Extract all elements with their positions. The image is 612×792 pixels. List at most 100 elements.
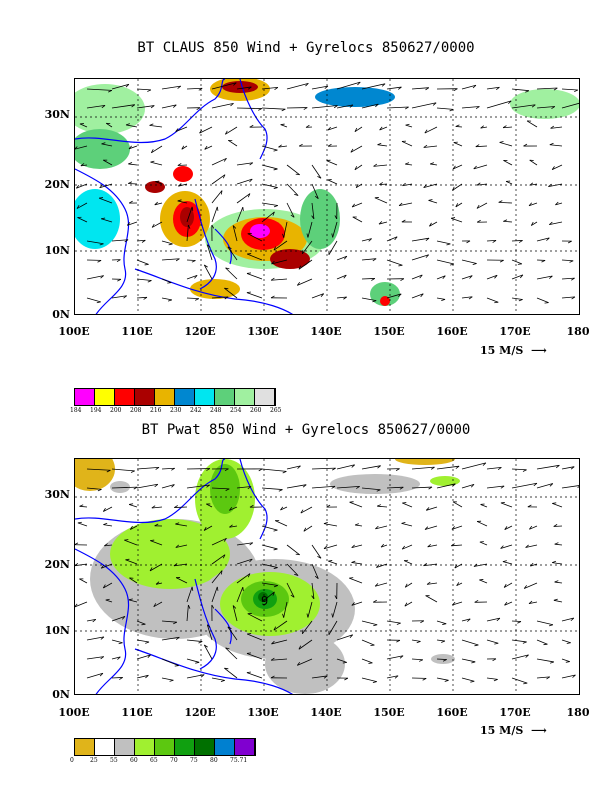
wind-arrow: [423, 145, 438, 148]
wind-arrow-head: [187, 604, 191, 609]
wind-arrow: [136, 296, 148, 299]
wind-arrow-head: [500, 485, 505, 489]
wind-arrow-head: [298, 265, 302, 270]
wind-arrow-head: [428, 199, 433, 201]
wind-arrow-head: [128, 145, 132, 150]
wind-arrow: [186, 297, 199, 300]
wind-arrow: [298, 639, 313, 650]
wind-arrow-head: [323, 545, 328, 549]
wind-arrow-head: [451, 543, 455, 547]
top-map-title: BT CLAUS 850 Wind + Gyrelocs 850627/0000: [137, 40, 475, 56]
wind-arrow-head: [273, 205, 278, 208]
wind-arrow: [236, 178, 253, 185]
wind-arrow-head: [442, 275, 446, 280]
wind-arrow: [552, 562, 563, 565]
wind-arrow-head: [377, 504, 382, 507]
wind-arrow-head: [229, 507, 233, 511]
wind-arrow: [327, 126, 338, 131]
wind-arrow-head: [446, 243, 451, 246]
legend-value: 80: [210, 757, 218, 764]
legend-swatch: [235, 389, 255, 405]
wind-arrow-head: [324, 85, 329, 89]
wind-arrow-head: [546, 676, 551, 680]
wind-arrow-head: [473, 165, 477, 170]
wind-arrow-head: [149, 567, 153, 572]
wind-arrow-head: [525, 544, 529, 548]
wind-arrow: [405, 124, 413, 128]
bottom-lon-label-130e: 130E: [247, 706, 279, 719]
wind-arrow-head: [541, 260, 546, 263]
wind-arrow: [486, 297, 499, 303]
legend-swatch: [155, 739, 175, 755]
legend-swatch: [195, 739, 215, 755]
wind-arrow: [161, 620, 177, 623]
wind-arrow: [561, 296, 575, 299]
wind-arrow-head: [357, 81, 361, 86]
wind-arrow: [211, 174, 226, 185]
wind-arrow: [386, 675, 399, 679]
wind-arrow-head: [528, 600, 533, 604]
wind-arrow-head: [430, 466, 435, 470]
wind-arrow-head: [191, 586, 194, 591]
wind-arrow-head: [273, 585, 278, 588]
wind-arrow: [479, 541, 488, 546]
wind-arrow-head: [368, 662, 373, 664]
gyre-location-marker: 9: [261, 594, 268, 608]
wind-arrow: [136, 639, 150, 643]
bottom-lon-label-150e: 150E: [373, 706, 405, 719]
wind-arrow-head: [155, 180, 160, 183]
wind-arrow: [127, 221, 138, 226]
wind-arrow-head: [273, 626, 277, 631]
wind-arrow: [436, 259, 455, 265]
wind-arrow: [411, 486, 433, 489]
wind-arrow: [136, 620, 146, 625]
wind-arrow-head: [187, 224, 191, 229]
wind-arrow-head: [154, 201, 158, 206]
wind-arrow-head: [375, 525, 379, 530]
wind-arrow: [455, 202, 463, 208]
wind-arrow: [511, 468, 527, 471]
wind-arrow: [327, 179, 338, 185]
wind-arrow: [111, 295, 127, 299]
scale-arrow-icon: ⟶: [527, 724, 547, 737]
wind-arrow-head: [246, 671, 251, 674]
wind-arrow: [561, 88, 578, 91]
top-grid: [75, 79, 579, 314]
wind-arrow: [261, 525, 278, 531]
wind-arrow: [286, 582, 295, 598]
wind-arrow: [411, 102, 437, 109]
wind-arrow-head: [424, 129, 428, 134]
wind-arrow: [503, 220, 513, 223]
legend-value: 265: [270, 407, 282, 414]
wind-arrow-head: [173, 621, 178, 625]
wind-arrow: [386, 106, 409, 109]
wind-arrow: [436, 658, 447, 660]
wind-arrow: [486, 274, 498, 280]
wind-arrow-head: [455, 124, 460, 127]
wind-arrow: [236, 573, 251, 584]
wind-arrow-head: [323, 675, 328, 679]
wind-arrow-head: [527, 504, 532, 508]
wind-arrow-head: [258, 108, 263, 111]
wind-arrow: [161, 240, 173, 245]
top-lat-label-30n: 30N: [44, 108, 70, 121]
wind-arrow-head: [108, 90, 113, 93]
wind-arrow-head: [328, 560, 333, 562]
wind-arrow: [261, 468, 287, 472]
wind-arrow-head: [282, 613, 285, 618]
wind-arrow-head: [247, 193, 251, 198]
wind-arrow-head: [377, 142, 382, 146]
wind-arrow: [227, 246, 238, 261]
top-lon-label-120e: 120E: [184, 325, 216, 338]
wind-arrow-head: [133, 486, 138, 490]
wind-arrow-head: [150, 149, 154, 153]
wind-arrow: [111, 615, 126, 622]
wind-arrow-head: [519, 274, 524, 279]
wind-arrow: [101, 563, 113, 569]
wind-arrow: [206, 503, 213, 508]
wind-arrow: [236, 107, 262, 109]
wind-arrow: [511, 677, 528, 684]
wind-arrow: [271, 259, 288, 265]
wind-arrow: [129, 504, 138, 508]
wind-arrow: [311, 183, 319, 199]
